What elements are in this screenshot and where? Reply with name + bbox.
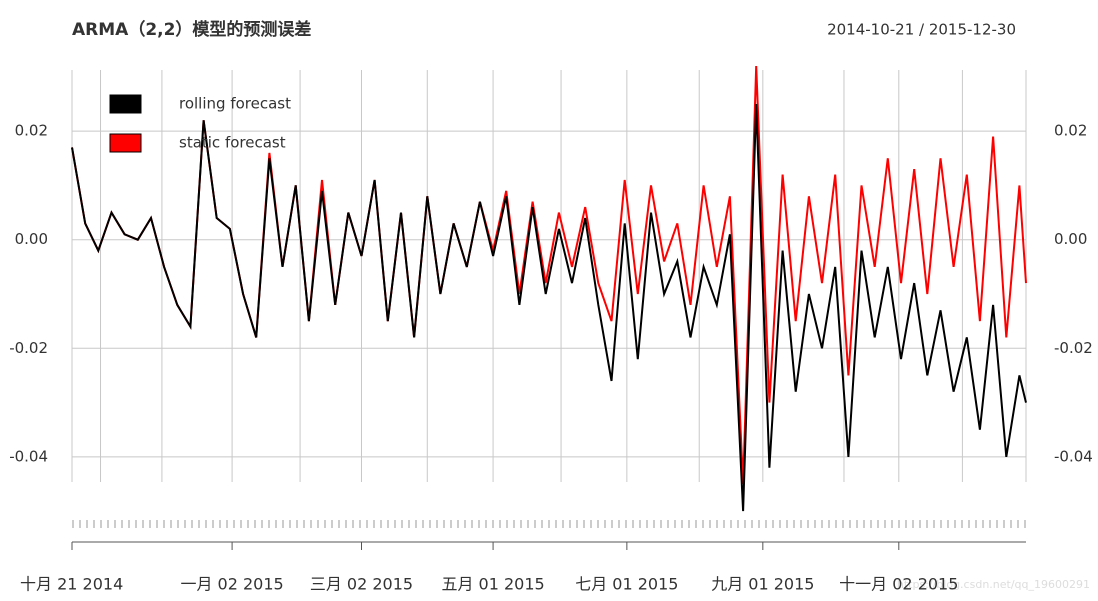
y-tick-label: -0.02 [9,339,48,357]
watermark: https://blog.csdn.net/qq_19600291 [897,578,1090,591]
legend-label: static forecast [179,134,286,152]
x-tick-label: 三月 02 2015 [310,575,413,594]
x-tick-label: 七月 01 2015 [575,575,678,594]
chart-title: ARMA（2,2）模型的预测误差 [72,19,311,40]
legend-swatch [109,133,142,153]
y-tick-label-right: 0.02 [1054,122,1087,140]
date-range: 2014-10-21 / 2015-12-30 [827,21,1016,39]
x-tick-label: 一月 02 2015 [180,575,283,594]
y-tick-label: 0.02 [15,122,48,140]
series-line [71,103,1027,512]
y-tick-label-right: -0.04 [1054,447,1093,465]
y-tick-label: 0.00 [15,230,48,248]
x-tick-label: 十月 21 2014 [20,575,123,594]
y-tick-label-right: -0.02 [1054,339,1093,357]
y-tick-label-right: 0.00 [1054,230,1087,248]
y-tick-label: -0.04 [9,447,48,465]
legend-swatch [109,94,142,114]
x-tick-label: 九月 01 2015 [711,575,814,594]
x-tick-label: 五月 01 2015 [441,575,544,594]
x-tick-label: 十一月 02 2015 [839,575,958,594]
legend-label: rolling forecast [179,95,291,113]
